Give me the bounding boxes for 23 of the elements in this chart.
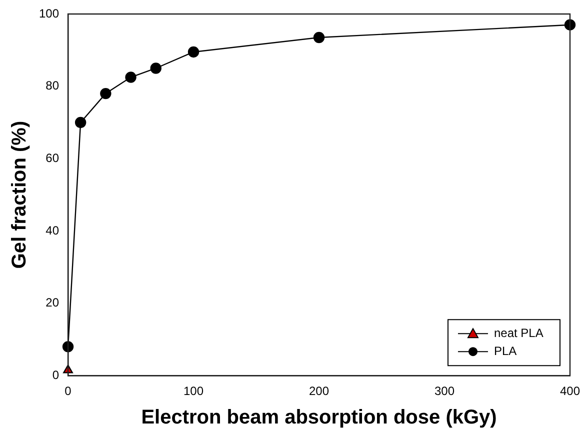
legend-label: PLA <box>494 344 517 358</box>
point <box>62 341 74 352</box>
point <box>313 32 325 44</box>
point <box>125 72 136 83</box>
point <box>100 88 112 100</box>
legend-label: neat PLA <box>494 326 544 340</box>
x-tick-label: 300 <box>434 384 455 398</box>
point <box>74 116 86 128</box>
y-tick-label: 80 <box>46 78 60 93</box>
point <box>188 46 200 58</box>
y-tick-label: 40 <box>46 223 60 238</box>
point <box>150 62 162 74</box>
x-tick-label: 400 <box>560 384 580 398</box>
y-tick-label: 60 <box>46 150 60 165</box>
x-tick-label: 200 <box>308 384 330 398</box>
y-axis-title: Gel fraction (%) <box>8 120 31 269</box>
y-tick-label: 0 <box>52 368 60 382</box>
x-tick-label: 100 <box>184 384 204 398</box>
y-tick-label: 20 <box>46 296 60 310</box>
y-tick-label: 100 <box>38 6 60 20</box>
point <box>63 364 73 374</box>
x-axis-title: Electron beam absorption dose (kGy) <box>141 406 497 429</box>
x-tick-label: 0 <box>64 384 72 398</box>
